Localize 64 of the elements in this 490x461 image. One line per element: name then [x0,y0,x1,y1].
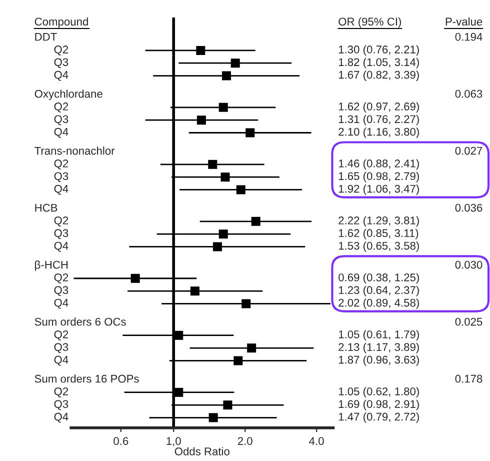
y-tick-label: Q2 [54,273,68,284]
data-label: 1.05 (0.61, 1.79) [338,330,419,341]
x-tick-label: 0.6 [114,437,128,445]
y-tick-label: Q2 [54,160,68,170]
y-tick-label: Sum orders 16 POPs [34,374,139,383]
y-tick-label: Q2 [54,102,68,112]
y-tick-label: Q4 [54,298,68,309]
y-tick-label: Q2 [54,46,68,56]
data-label: 1.67 (0.82, 3.39) [338,70,419,81]
data-label: 1.30 (0.76, 2.21) [338,45,419,56]
data-label: 1.53 (0.65, 3.58) [338,242,419,252]
data-label: 1.69 (0.98, 2.91) [338,400,419,410]
data-label: 1.46 (0.88, 2.41) [338,159,419,170]
y-tick-label: Q3 [54,400,68,410]
x-axis-title: Odds Ratio [174,447,230,456]
text: 0.063 [455,90,482,98]
data-label: 0.69 (0.38, 1.25) [338,273,419,284]
x-tick-label: 2.0 [238,437,252,445]
y-tick-label: Q4 [54,128,68,138]
data-label: 1.23 (0.64, 2.37) [338,286,419,296]
data-label: 1.47 (0.79, 2.72) [338,412,419,423]
text: 0.194 [455,32,482,41]
y-tick-label: Oxychlordane [34,90,102,100]
text: 0.178 [455,374,482,383]
y-axis-title: Compound [34,17,88,28]
y-tick-label: Q3 [54,343,68,353]
y-tick-label: HCB [35,204,58,212]
data-label: 1.31 (0.76, 2.27) [338,114,419,126]
text: 0.027 [455,146,482,155]
y-tick-label: Sum orders 6 OCs [34,318,126,326]
x-tick-label: 4.0 [309,437,324,445]
y-tick-label: Q3 [54,172,68,182]
y-tick-label: Q4 [54,412,68,423]
data-label: 1.05 (0.62, 1.80) [338,387,419,398]
y-tick-label: Q3 [54,229,68,240]
x-tick-label: 1,0 [166,437,181,446]
data-label: 2.02 (0.89, 4.58) [338,298,419,309]
data-label: 2.22 (1.29, 3.81) [338,216,419,227]
y-tick-label: Q4 [54,242,68,252]
data-label: 1.65 (0.98, 2.79) [338,172,419,182]
y-tick-label: Q3 [54,286,68,296]
data-label: 1.62 (0.97, 2.69) [338,102,419,113]
y-tick-label: Q3 [54,58,68,68]
y-tick-label: Q3 [54,115,68,126]
text: OR (95% CI) [338,17,401,28]
y-tick-label: DDT [35,33,57,41]
y-tick-label: Q2 [54,387,68,398]
y-tick-label: Q4 [54,184,68,195]
y-tick-label: Trans-nonachlor [34,146,115,155]
data-label: 2.10 (1.16, 3.80) [338,128,419,138]
text: P-value [446,17,482,26]
y-tick-label: β-HCH [35,260,68,271]
text: 0.030 [455,260,482,269]
data-label: 2.13 (1.17, 3.89) [338,342,419,354]
y-tick-label: Q4 [54,356,68,366]
data-label: 1.82 (1.05, 3.14) [338,58,419,68]
text: 0.036 [455,204,482,212]
data-label: 1.62 (0.85, 3.11) [338,228,418,240]
text: 0.025 [455,318,482,326]
y-tick-label: Q2 [54,330,68,340]
data-label: 1.92 (1.06, 3.47) [338,184,419,195]
data-label: 1.87 (0.96, 3.63) [338,356,419,366]
y-tick-label: Q4 [54,70,68,81]
y-tick-label: Q2 [54,216,68,226]
